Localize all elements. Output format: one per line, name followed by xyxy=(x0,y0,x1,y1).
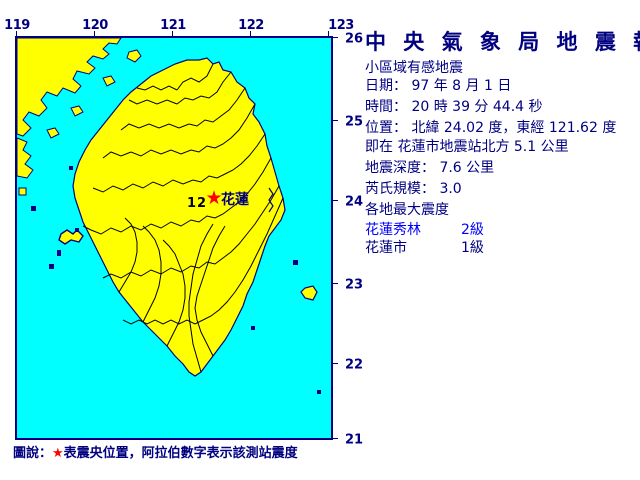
caption-prefix: 圖說： xyxy=(13,446,53,461)
lat-tick-24 xyxy=(331,200,338,201)
depth-line: 地震深度： 7.6 公里 xyxy=(365,160,495,176)
station-intensity-2: 2 xyxy=(197,196,207,211)
lon-tick-121 xyxy=(172,31,173,37)
table-row: 花蓮秀林 2級 xyxy=(365,222,484,240)
intensity-heading: 各地最大震度 xyxy=(365,202,449,218)
lon-label-122: 122 xyxy=(238,18,264,33)
station-intensity-1: 1 xyxy=(187,196,197,211)
report-title: 中 央 氣 象 局 地 震 報 告 xyxy=(365,30,640,54)
caption-text: 表震央位置，阿拉伯數字表示該測站震度 xyxy=(63,446,298,461)
intensity-level: 2級 xyxy=(461,222,484,238)
report-subtitle: 小區域有感地震 xyxy=(365,60,463,76)
lat-tick-23 xyxy=(331,283,338,284)
lat-label-25: 25 xyxy=(345,114,364,130)
lat-tick-26 xyxy=(331,37,338,38)
report-panel: 中 央 氣 象 局 地 震 報 告 小區域有感地震 日期： 97 年 8 月 1… xyxy=(340,0,640,480)
lat-tick-22 xyxy=(331,363,338,364)
southeast-islands xyxy=(251,260,321,394)
caption-star-icon: ★ xyxy=(52,446,64,461)
table-row: 花蓮市 1級 xyxy=(365,240,484,258)
hualien-city-label: 花蓮 xyxy=(221,192,249,208)
hualien-coast-detail xyxy=(268,187,274,213)
lat-label-21: 21 xyxy=(345,432,364,448)
magnitude-line: 芮氏規模： 3.0 xyxy=(365,181,462,197)
map-panel: 119 120 121 122 123 26 25 24 23 22 21 xyxy=(4,18,363,461)
intensity-place: 花蓮市 xyxy=(365,239,407,256)
lat-label-23: 23 xyxy=(345,277,364,293)
lat-tick-25 xyxy=(331,120,338,121)
time-line: 時間： 20 時 39 分 44.4 秒 xyxy=(365,99,543,115)
taiwan-map[interactable]: 1 2 xyxy=(15,36,333,440)
mainland-china-landmass xyxy=(17,38,142,211)
lon-tick-119 xyxy=(16,31,17,37)
lon-label-120: 120 xyxy=(82,18,108,33)
penghu-islands xyxy=(49,228,84,269)
lon-label-119: 119 xyxy=(4,18,30,33)
county-boundaries xyxy=(82,63,284,373)
lon-label-121: 121 xyxy=(160,18,186,33)
lon-tick-123 xyxy=(328,31,329,37)
lat-label-24: 24 xyxy=(345,194,364,210)
lon-label-123: 123 xyxy=(328,18,354,33)
lat-label-22: 22 xyxy=(345,357,364,373)
lon-tick-120 xyxy=(94,31,95,37)
date-line: 日期： 97 年 8 月 1 日 xyxy=(365,78,512,94)
relative-location-line: 即在 花蓮市地震站北方 5.1 公里 xyxy=(365,139,569,155)
lon-tick-122 xyxy=(250,31,251,37)
map-caption: 圖說：★表震央位置，阿拉伯數字表示該測站震度 xyxy=(13,446,298,461)
map-graphic xyxy=(17,38,331,438)
intensity-level: 1級 xyxy=(461,239,484,256)
intensity-place: 花蓮秀林 xyxy=(365,222,421,238)
intensity-table: 花蓮秀林 2級 花蓮市 1級 xyxy=(365,222,484,258)
position-line: 位置： 北緯 24.02 度，東經 121.62 度 xyxy=(365,120,617,136)
lat-label-26: 26 xyxy=(345,31,364,47)
lat-tick-21 xyxy=(331,438,338,439)
